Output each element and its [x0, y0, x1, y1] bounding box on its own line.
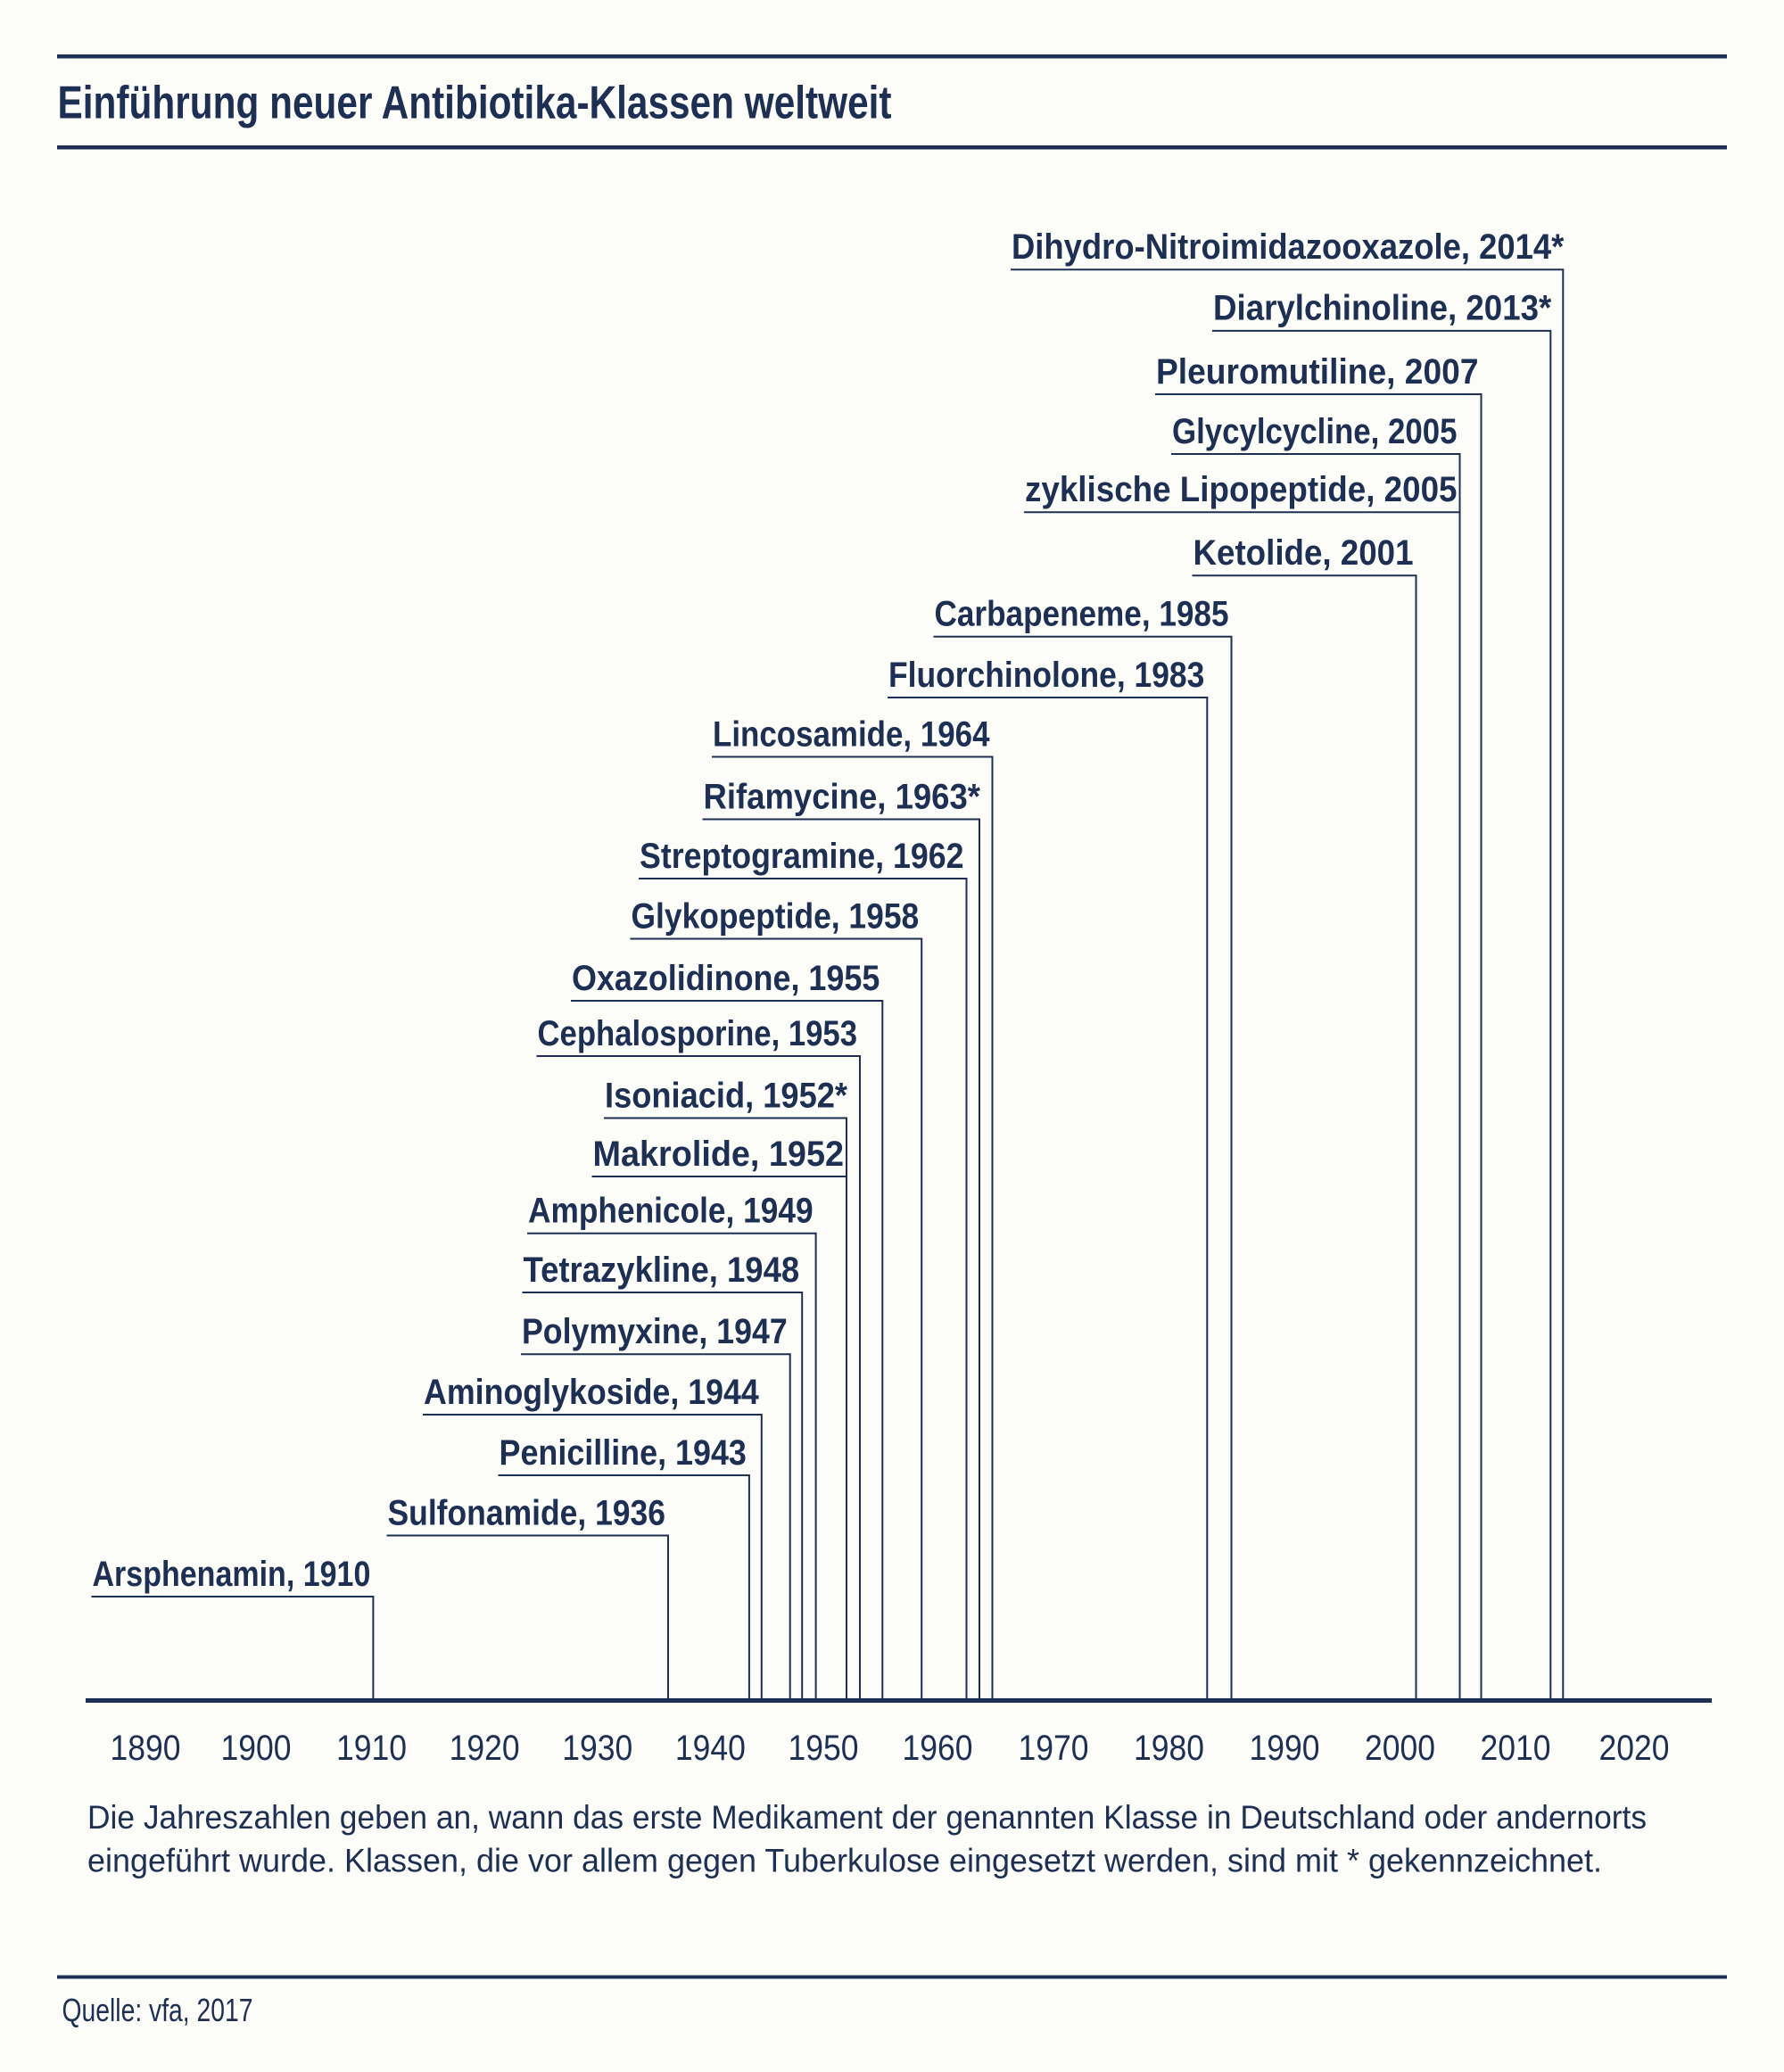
svg-text:Streptogramine, 1962: Streptogramine, 1962 [640, 837, 964, 876]
svg-text:1900: 1900 [221, 1729, 292, 1768]
svg-text:Polymyxine, 1947: Polymyxine, 1947 [522, 1312, 788, 1351]
svg-text:1950: 1950 [789, 1729, 859, 1768]
svg-text:Isoniacid, 1952*: Isoniacid, 1952* [605, 1076, 847, 1115]
svg-text:Amphenicole, 1949: Amphenicole, 1949 [528, 1192, 814, 1231]
svg-text:2020: 2020 [1599, 1729, 1670, 1768]
svg-text:Carbapeneme, 1985: Carbapeneme, 1985 [935, 595, 1229, 634]
svg-text:zyklische Lipopeptide, 2005: zyklische Lipopeptide, 2005 [1025, 470, 1458, 509]
svg-text:Fluorchinolone, 1983: Fluorchinolone, 1983 [888, 656, 1204, 695]
svg-text:1960: 1960 [903, 1729, 973, 1768]
svg-text:1990: 1990 [1250, 1729, 1320, 1768]
svg-text:Diarylchinoline, 2013*: Diarylchinoline, 2013* [1213, 289, 1552, 328]
svg-text:2010: 2010 [1481, 1729, 1551, 1768]
svg-text:Ketolide, 2001: Ketolide, 2001 [1193, 533, 1414, 573]
svg-text:1890: 1890 [111, 1729, 181, 1768]
svg-text:Glycylcycline, 2005: Glycylcycline, 2005 [1172, 412, 1458, 451]
svg-text:Glykopeptide, 1958: Glykopeptide, 1958 [632, 896, 920, 936]
svg-text:Aminoglykoside, 1944: Aminoglykoside, 1944 [424, 1373, 759, 1412]
svg-text:eingeführt wurde. Klassen, die: eingeführt wurde. Klassen, die vor allem… [87, 1843, 1602, 1879]
svg-text:Sulfonamide, 1936: Sulfonamide, 1936 [388, 1493, 666, 1532]
svg-text:Einführung neuer Antibiotika-K: Einführung neuer Antibiotika-Klassen wel… [58, 77, 892, 128]
svg-text:2000: 2000 [1365, 1729, 1435, 1768]
svg-text:1930: 1930 [562, 1729, 632, 1768]
svg-text:1910: 1910 [336, 1729, 407, 1768]
svg-text:Penicilline, 1943: Penicilline, 1943 [500, 1433, 747, 1473]
svg-text:Die Jahreszahlen geben an, wan: Die Jahreszahlen geben an, wann das erst… [87, 1799, 1647, 1836]
svg-text:Pleuromutiline, 2007: Pleuromutiline, 2007 [1156, 352, 1479, 392]
svg-text:1920: 1920 [450, 1729, 520, 1768]
svg-text:Dihydro-Nitroimidazooxazole, 2: Dihydro-Nitroimidazooxazole, 2014* [1012, 227, 1565, 267]
svg-text:1980: 1980 [1134, 1729, 1204, 1768]
svg-text:Rifamycine, 1963*: Rifamycine, 1963* [704, 777, 981, 816]
svg-text:Cephalosporine, 1953: Cephalosporine, 1953 [538, 1014, 858, 1053]
svg-text:Arsphenamin, 1910: Arsphenamin, 1910 [93, 1555, 371, 1594]
svg-text:Lincosamide, 1964: Lincosamide, 1964 [713, 714, 990, 754]
svg-text:Makrolide, 1952: Makrolide, 1952 [593, 1135, 845, 1174]
svg-text:Quelle: vfa, 2017: Quelle: vfa, 2017 [62, 1992, 253, 2028]
svg-text:Oxazolidinone, 1955: Oxazolidinone, 1955 [572, 959, 880, 998]
svg-text:1940: 1940 [675, 1729, 746, 1768]
svg-text:1970: 1970 [1019, 1729, 1089, 1768]
svg-text:Tetrazykline, 1948: Tetrazykline, 1948 [524, 1251, 800, 1290]
